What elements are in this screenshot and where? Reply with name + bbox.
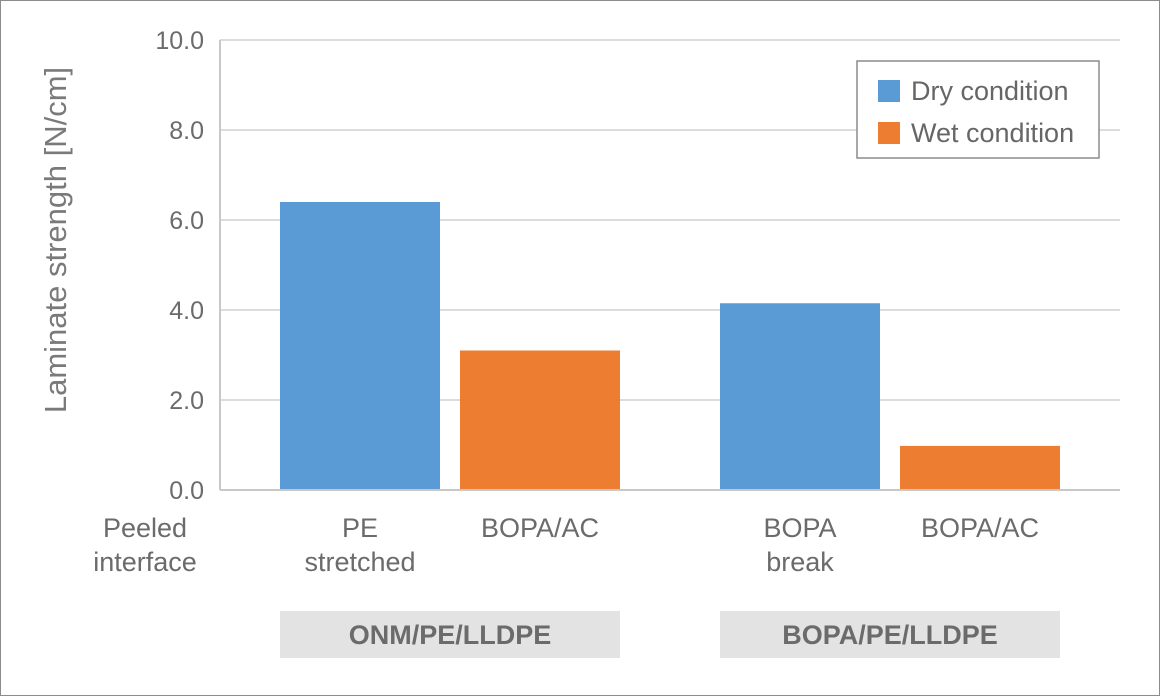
legend-swatch [878,80,900,102]
y-axis-title: Laminate strength [N/cm] [38,67,73,413]
group-label: ONM/PE/LLDPE [349,620,552,650]
group-label-box [280,611,620,658]
category-label: BOPA/AC [921,513,1039,543]
group-label: BOPA/PE/LLDPE [782,620,998,650]
y-tick-label: 6.0 [169,207,204,235]
row-label: Peeled interface [93,513,197,577]
y-tick-label: 0.0 [169,477,204,505]
group-label-box [720,611,1060,658]
y-tick-label: 2.0 [169,387,204,415]
y-tick-labels: 0.0 2.0 4.0 6.0 8.0 10.0 [155,27,204,505]
category-labels: PE stretched BOPA/AC BOPA break BOPA/AC [304,513,1039,577]
category-label: PE stretched [304,513,415,577]
group-labels: ONM/PE/LLDPE BOPA/PE/LLDPE [280,611,1060,658]
legend: Dry condition Wet condition [856,60,1100,159]
bar-bopa-break [720,303,880,490]
category-label: BOPA break [763,513,836,577]
peeled-interface-label: Peeled interface [93,513,197,577]
bar-bopa-ac [900,445,1060,490]
y-tick-label: 10.0 [155,27,204,55]
y-tick-label: 8.0 [169,117,204,145]
bar-pe-stretched [280,202,440,490]
legend-swatch [878,122,900,144]
y-tick-label: 4.0 [169,297,204,325]
legend-label: Wet condition [911,118,1074,148]
bars [280,202,1060,490]
bar-bopa-ac [460,350,620,490]
category-label: BOPA/AC [481,513,599,543]
legend-label: Dry condition [911,76,1069,106]
